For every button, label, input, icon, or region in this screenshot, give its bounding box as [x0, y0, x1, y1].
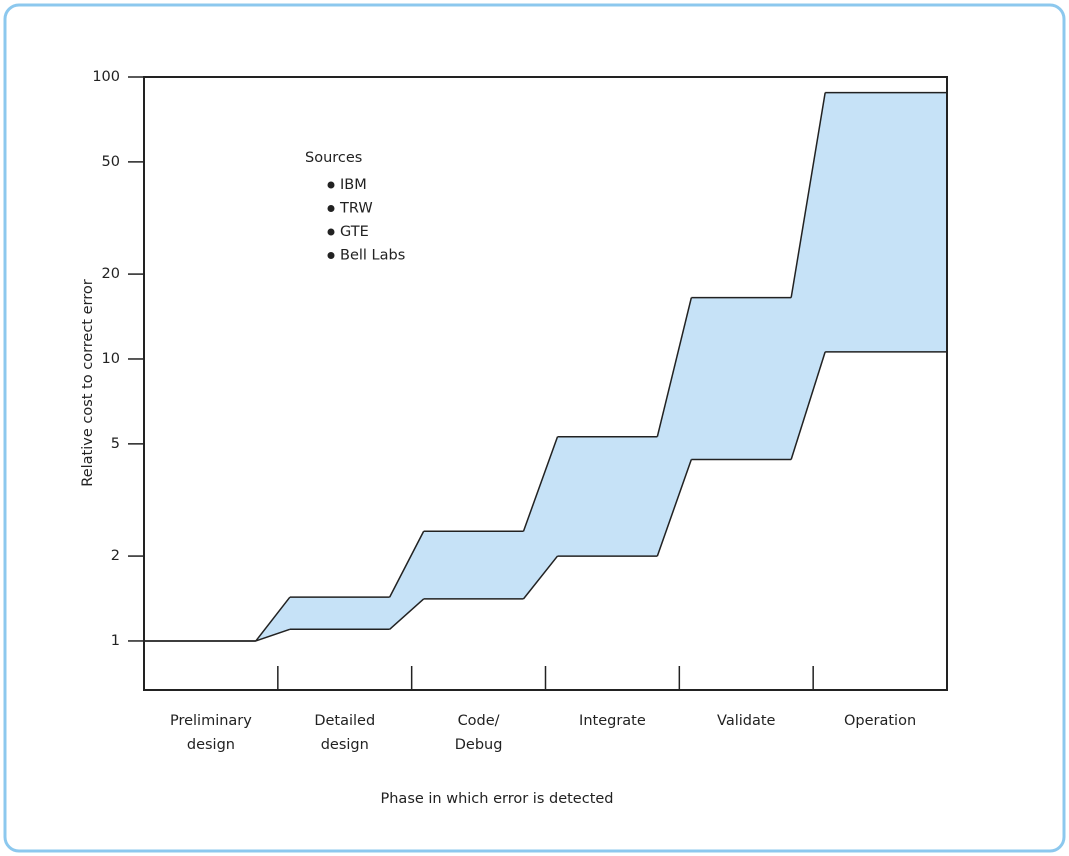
- x-axis-label: Phase in which error is detected: [381, 791, 614, 807]
- legend-bullet: [327, 181, 335, 189]
- legend-bullet: [327, 252, 335, 259]
- band-area: [144, 92, 947, 641]
- frame: [3, 3, 1066, 853]
- x-tick-label: Code/: [458, 713, 500, 729]
- legend-bullet: [327, 205, 335, 212]
- x-tick-label: Integrate: [579, 713, 646, 729]
- band-connector: [255, 596, 291, 642]
- band-connector: [790, 92, 826, 298]
- x-tick-label: design: [187, 737, 235, 753]
- band-connector: [522, 436, 559, 532]
- y-tick-label: 10: [102, 351, 120, 367]
- band-connector: [522, 555, 559, 600]
- y-tick-label: 50: [102, 154, 120, 170]
- band-connector: [389, 530, 425, 598]
- y-tick-label: 20: [102, 266, 120, 282]
- y-tick-label: 2: [111, 548, 120, 564]
- band-connector: [389, 598, 425, 630]
- x-tick-label: Detailed: [314, 713, 375, 729]
- band-connector: [790, 351, 826, 460]
- legend-item: IBM: [340, 177, 367, 193]
- legend-title: Sources: [305, 150, 362, 166]
- legend-bullet: [327, 228, 335, 236]
- band-connector: [656, 297, 693, 437]
- y-tick-label: 100: [92, 69, 120, 85]
- y-tick-label: 5: [111, 436, 120, 452]
- band-connector: [255, 628, 291, 642]
- y-axis-label: Relative cost to correct error: [80, 279, 96, 486]
- x-tick-label: Preliminary: [170, 713, 252, 729]
- x-tick-label: Operation: [844, 713, 916, 729]
- band-connector: [656, 459, 693, 557]
- x-tick-label: design: [321, 737, 369, 753]
- y-tick-label: 1: [111, 633, 120, 649]
- x-tick-label: Validate: [717, 713, 776, 729]
- legend-item: GTE: [340, 224, 369, 240]
- legend-item: TRW: [339, 201, 373, 217]
- x-tick-label: Debug: [455, 737, 503, 753]
- legend-item: Bell Labs: [340, 248, 405, 264]
